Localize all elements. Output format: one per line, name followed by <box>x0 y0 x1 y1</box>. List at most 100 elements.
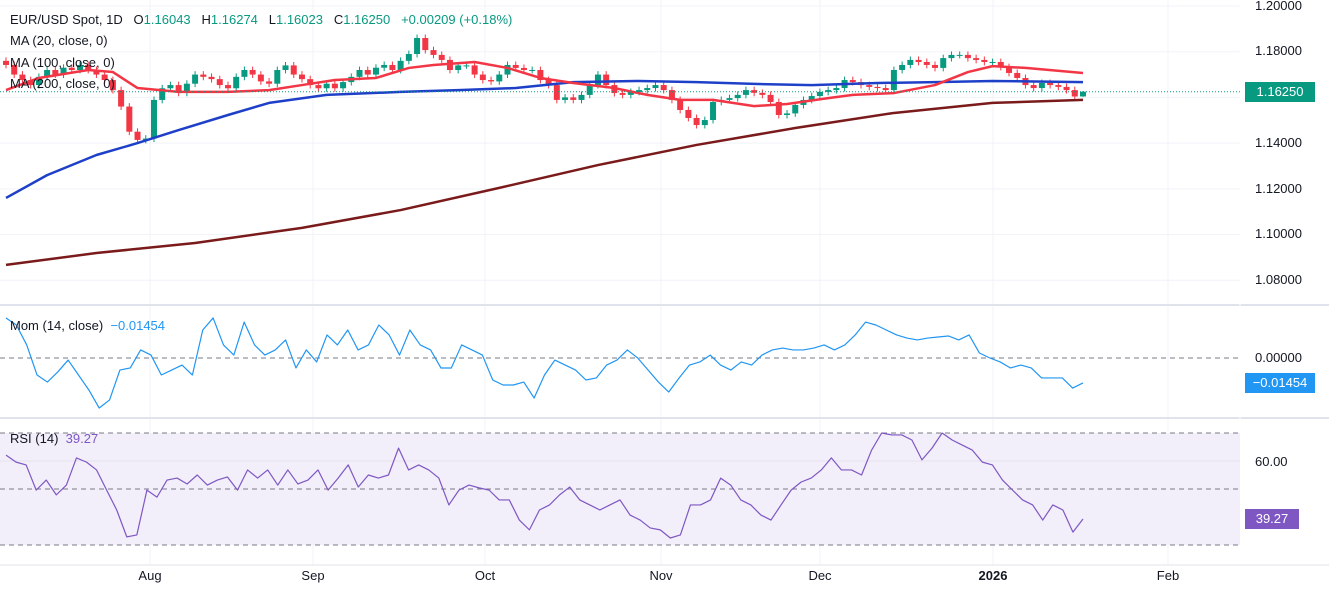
candle-body <box>652 85 659 89</box>
candle-body <box>1014 72 1021 78</box>
close-value: 1.16250 <box>343 12 391 27</box>
candle-body <box>726 98 733 100</box>
open-label: O <box>133 12 144 27</box>
candle-body <box>586 85 593 95</box>
candle-body <box>208 76 215 80</box>
candle-body <box>134 131 141 140</box>
candle-body <box>701 120 708 126</box>
candle-body <box>915 59 922 62</box>
candle-body <box>578 94 585 100</box>
mom-legend[interactable]: Mom (14, close) −0.01454 <box>10 318 165 333</box>
candle-body <box>504 64 511 75</box>
ma200-line <box>5 98 1084 267</box>
candle-body <box>249 69 256 75</box>
candle-body <box>430 50 437 55</box>
candle-body <box>964 54 971 59</box>
candle-body <box>216 79 223 86</box>
candle-body <box>907 59 914 65</box>
candle-body <box>118 90 125 107</box>
time-tick-2026: 2026 <box>978 568 1008 583</box>
candle-body <box>932 64 939 68</box>
candle-body <box>677 99 684 110</box>
candle-body <box>192 74 199 84</box>
candle-body <box>405 53 412 61</box>
candle-body <box>1080 91 1086 97</box>
candle-body <box>989 61 996 63</box>
candle-body <box>356 69 363 77</box>
candle-body <box>290 65 297 75</box>
candle-body <box>167 85 174 89</box>
candle-body <box>414 37 421 54</box>
price-tick: 1.12000 <box>1255 181 1302 196</box>
ma20-legend[interactable]: MA (20, close, 0) <box>10 33 108 48</box>
high-value: 1.16274 <box>210 12 258 27</box>
candle-body <box>825 90 832 92</box>
candle-body <box>767 94 774 102</box>
low-value: 1.16023 <box>275 12 323 27</box>
candle-body <box>562 97 569 100</box>
candle-body <box>668 90 675 100</box>
candle-body <box>759 92 766 95</box>
ma100-legend[interactable]: MA (100, close, 0) <box>10 55 115 70</box>
candle-body <box>512 64 519 68</box>
rsi-legend-value: 39.27 <box>65 431 99 446</box>
candle-body <box>693 117 700 126</box>
candle-body <box>479 74 486 81</box>
candle-body <box>3 60 9 65</box>
candle-body <box>35 76 42 86</box>
candle-body <box>496 74 503 82</box>
candle-body <box>816 91 823 97</box>
candle-body <box>389 64 396 70</box>
candle-body <box>956 54 963 56</box>
price-tick: 1.08000 <box>1255 272 1302 287</box>
candle-body <box>973 58 980 60</box>
candle-body <box>808 96 815 100</box>
candle-body <box>488 80 495 82</box>
candle-body <box>636 90 643 92</box>
rsi-legend[interactable]: RSI (14) 39.27 <box>10 431 98 446</box>
candle-body <box>520 67 527 70</box>
candle-body <box>742 90 749 95</box>
candle-body <box>438 54 445 60</box>
rsi-line <box>5 432 1084 539</box>
candle-body <box>372 67 379 75</box>
candle-body <box>734 94 741 99</box>
candle-body <box>307 79 314 86</box>
price-tick: 1.10000 <box>1255 226 1302 241</box>
candle-body <box>52 69 59 75</box>
candle-body <box>455 65 462 70</box>
candle-body <box>570 97 577 100</box>
time-tick-nov: Nov <box>649 568 673 583</box>
candle-body <box>282 65 289 70</box>
candle-body <box>792 104 799 114</box>
change-value: +0.00209 (+0.18%) <box>401 12 513 27</box>
candle-body <box>44 69 51 77</box>
price-tick: 1.20000 <box>1255 0 1302 13</box>
time-tick-dec: Dec <box>808 568 832 583</box>
candle-body <box>1038 83 1045 89</box>
ma200-legend[interactable]: MA (200, close, 0) <box>10 76 115 91</box>
candle-body <box>224 85 231 89</box>
candle-body <box>710 101 717 121</box>
symbol-legend: EUR/USD Spot, 1D O1.16043 H1.16274 L1.16… <box>10 12 512 27</box>
candle-body <box>331 83 338 89</box>
candle-body <box>101 74 108 81</box>
price-tick: 1.14000 <box>1255 135 1302 150</box>
candle-body <box>866 85 873 87</box>
candle-body <box>833 88 840 91</box>
candle-body <box>603 74 610 86</box>
candle-body <box>1063 86 1070 91</box>
candle-body <box>1047 83 1054 86</box>
candle-body <box>340 82 347 89</box>
candle-body <box>150 99 157 139</box>
candle-body <box>200 74 207 77</box>
ma100-line <box>5 79 1084 200</box>
candle-body <box>537 69 544 81</box>
rsi-title: RSI (14) <box>10 431 59 446</box>
candle-body <box>1006 67 1013 73</box>
candle-body <box>981 59 988 62</box>
candle-body <box>233 76 240 89</box>
candle-body <box>381 64 388 68</box>
candle-body <box>315 85 322 89</box>
